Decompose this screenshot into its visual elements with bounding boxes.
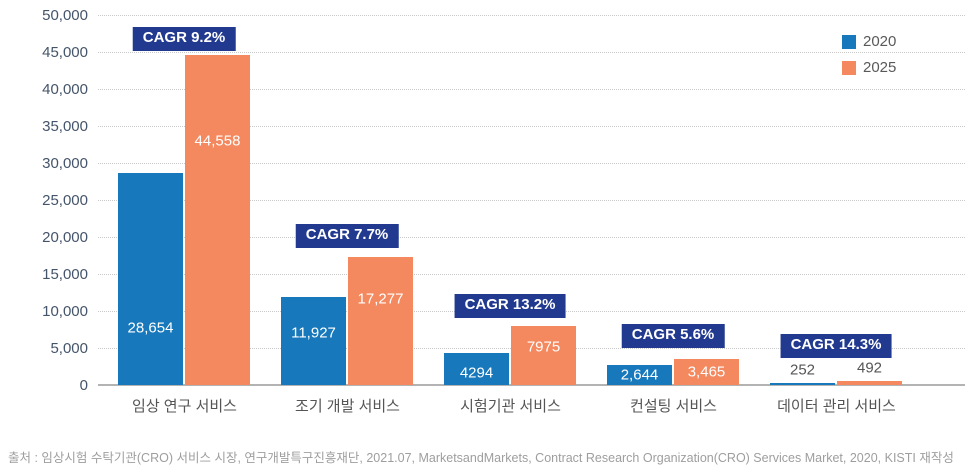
legend-label-2020: 2020 [863, 33, 897, 50]
value-label-2020-조기 개발 서비스: 11,927 [291, 324, 336, 342]
y-axis-tick-label: 15,000 [42, 266, 88, 283]
bar-2025-컨설팅 서비스 [674, 359, 739, 385]
value-label-2020-데이터 관리 서비스: 252 [789, 361, 816, 379]
bar-2020-시험기관 서비스 [444, 353, 509, 385]
gridline [98, 163, 965, 164]
gridline [98, 274, 965, 275]
gridline [98, 237, 965, 238]
cagr-badge-컨설팅 서비스: CAGR 5.6% [621, 324, 725, 348]
bar-2025-데이터 관리 서비스 [837, 381, 902, 385]
legend-swatch-2020 [842, 34, 856, 49]
bar-2020-데이터 관리 서비스 [770, 383, 835, 385]
y-axis-tick-label: 0 [79, 377, 88, 394]
x-axis-line [98, 384, 965, 386]
x-axis-category-label-컨설팅 서비스: 컨설팅 서비스 [630, 398, 717, 415]
gridline [98, 15, 965, 16]
y-axis-tick-label: 10,000 [42, 303, 88, 320]
value-label-2025-시험기관 서비스: 7975 [526, 338, 561, 356]
bar-2025-임상 연구 서비스 [185, 55, 250, 385]
value-label-2020-컨설팅 서비스: 2,644 [620, 366, 659, 384]
bar-2020-임상 연구 서비스 [118, 173, 183, 385]
x-axis-category-label-임상 연구 서비스: 임상 연구 서비스 [132, 398, 237, 415]
y-axis-tick-label: 50,000 [42, 7, 88, 24]
gridline [98, 200, 965, 201]
gridline [98, 52, 965, 53]
value-label-2020-임상 연구 서비스: 28,654 [127, 319, 174, 337]
x-axis-category-label-조기 개발 서비스: 조기 개발 서비스 [295, 398, 400, 415]
x-axis-category-label-시험기관 서비스: 시험기관 서비스 [460, 398, 561, 415]
cagr-badge-임상 연구 서비스: CAGR 9.2% [132, 27, 236, 51]
cagr-badge-데이터 관리 서비스: CAGR 14.3% [780, 334, 892, 358]
bar-2020-조기 개발 서비스 [281, 297, 346, 385]
y-axis-tick-label: 25,000 [42, 192, 88, 209]
y-axis-tick-label: 30,000 [42, 155, 88, 172]
cagr-badge-조기 개발 서비스: CAGR 7.7% [295, 224, 399, 248]
gridline [98, 126, 965, 127]
value-label-2025-임상 연구 서비스: 44,558 [194, 132, 241, 150]
legend-swatch-2025 [842, 60, 856, 75]
value-label-2025-컨설팅 서비스: 3,465 [687, 363, 726, 381]
legend: 2020 2025 [842, 34, 896, 86]
legend-item-2025: 2025 [842, 60, 896, 75]
y-axis-tick-label: 35,000 [42, 118, 88, 135]
bar-2025-시험기관 서비스 [511, 326, 576, 385]
value-label-2020-시험기관 서비스: 4294 [459, 364, 494, 382]
value-label-2025-데이터 관리 서비스: 492 [856, 359, 883, 377]
legend-item-2020: 2020 [842, 34, 896, 49]
y-axis-tick-label: 45,000 [42, 44, 88, 61]
cagr-badge-시험기관 서비스: CAGR 13.2% [454, 294, 566, 318]
y-axis-tick-label: 40,000 [42, 81, 88, 98]
y-axis-tick-label: 5,000 [50, 340, 88, 357]
y-axis-tick-label: 20,000 [42, 229, 88, 246]
value-label-2025-조기 개발 서비스: 17,277 [357, 290, 404, 308]
bar-2020-컨설팅 서비스 [607, 365, 672, 385]
x-axis-category-label-데이터 관리 서비스: 데이터 관리 서비스 [777, 398, 896, 415]
gridline [98, 89, 965, 90]
source-citation: 출처 : 임상시험 수탁기관(CRO) 서비스 시장, 연구개발특구진흥재단, … [8, 451, 954, 465]
bar-2025-조기 개발 서비스 [348, 257, 413, 385]
legend-label-2025: 2025 [863, 59, 897, 76]
